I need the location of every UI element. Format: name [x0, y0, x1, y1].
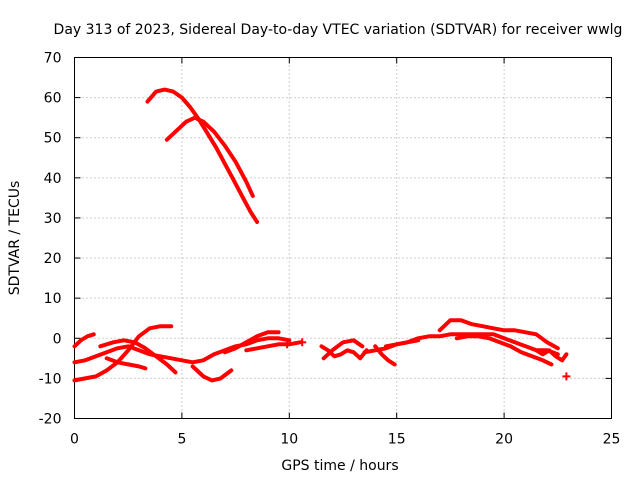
- y-tick-label: -10: [39, 371, 62, 387]
- grid-lines: [74, 57, 612, 419]
- y-tick-label: 50: [44, 131, 62, 147]
- data-point: [298, 338, 307, 347]
- series-arc-i: [222, 330, 281, 355]
- x-axis-label: GPS time / hours: [281, 458, 398, 474]
- data-layer: [72, 87, 571, 383]
- y-axis: -20 -10 0 10 20 30 40 50 60 70: [39, 51, 612, 428]
- series-arc-p: [362, 338, 421, 355]
- series-arc-o: [454, 334, 554, 367]
- data-point: [562, 372, 571, 381]
- y-tick-label: 40: [44, 171, 62, 187]
- series-arc-b: [164, 115, 255, 198]
- y-tick-label: 60: [44, 91, 62, 107]
- x-tick-label: 10: [280, 432, 298, 448]
- series-arc-l: [321, 338, 365, 361]
- series-arc-e: [72, 336, 292, 365]
- x-tick-label: 5: [177, 432, 186, 448]
- series-arc-f: [98, 338, 178, 375]
- x-tick-label: 25: [603, 432, 621, 448]
- series-arc-r: [534, 348, 569, 363]
- chart-title: Day 313 of 2023, Sidereal Day-to-day VTE…: [54, 22, 623, 38]
- y-tick-label: 20: [44, 251, 62, 267]
- y-tick-label: 0: [53, 331, 62, 347]
- series-arc-c: [72, 332, 96, 349]
- x-tick-label: 20: [495, 432, 513, 448]
- series-arc-n: [437, 318, 560, 351]
- series-arc-d: [72, 324, 174, 383]
- x-tick-label: 0: [70, 432, 79, 448]
- series-arc-h: [190, 364, 234, 383]
- y-axis-label: SDTVAR / TECUs: [7, 181, 23, 296]
- y-tick-label: 10: [44, 291, 62, 307]
- series-arc-q: [373, 344, 397, 367]
- y-tick-label: -20: [39, 412, 62, 428]
- series-arc-g: [104, 356, 148, 371]
- data-point: [283, 340, 292, 349]
- series-arc-j: [244, 340, 302, 353]
- x-axis: 0 5 10 15 20 25: [70, 57, 621, 448]
- series-arc-a: [145, 87, 260, 224]
- y-tick-label: 30: [44, 211, 62, 227]
- x-tick-label: 15: [388, 432, 406, 448]
- plot-frame: [74, 57, 612, 419]
- y-tick-label: 70: [44, 51, 62, 67]
